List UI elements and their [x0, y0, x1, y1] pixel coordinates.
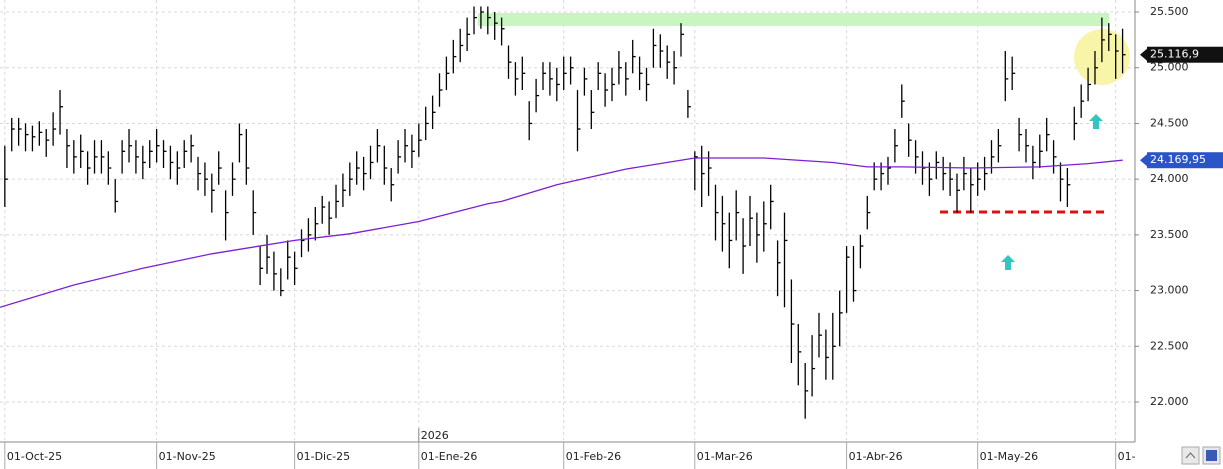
y-tick-label: 23.500: [1150, 228, 1189, 241]
x-tick-label: 01-Ene-26: [421, 450, 478, 463]
x-tick-label: 01-Mar-26: [697, 450, 753, 463]
y-tick-label: 25.000: [1150, 61, 1189, 74]
plot: [0, 6, 1126, 419]
price-tag-pointer: [1140, 48, 1147, 61]
moving-average: [0, 157, 1123, 308]
x-tick-label: 01-Oct-25: [7, 450, 62, 463]
y-tick-label: 22.000: [1150, 395, 1189, 408]
zoom-icon: [1185, 452, 1196, 459]
y-tick-label: 25.500: [1150, 5, 1189, 18]
axes: 22.000 22.500 23.000 23.500 24.000 24.500 25.0…: [4, 5, 1223, 469]
x-tick-label: 01-Nov-25: [159, 450, 216, 463]
save-icon: [1206, 450, 1217, 461]
x-tick-label: 01-May-26: [980, 450, 1038, 463]
x-tick-label: 01-Dic-25: [297, 450, 351, 463]
price-tag: [1147, 46, 1223, 63]
x-tick-label: 01-Feb-26: [566, 450, 621, 463]
year-label: 2026: [421, 429, 449, 442]
up-arrow: [1001, 255, 1015, 270]
resistance-band: [478, 13, 1109, 26]
y-tick-label: 23.000: [1150, 284, 1189, 297]
y-tick-label: 24.000: [1150, 172, 1189, 185]
up-arrow: [1089, 114, 1103, 129]
price-tag-label: 24.169,95: [1150, 153, 1206, 166]
price-tag: [1147, 152, 1223, 169]
zoom-button[interactable]: [1181, 446, 1200, 465]
price-tag-label: 25.116,9: [1150, 48, 1199, 61]
price-tag-pointer: [1140, 154, 1147, 167]
x-tick-label: 01-Abr-26: [849, 450, 903, 463]
x-tick-label: 01-: [1118, 450, 1136, 463]
y-tick-label: 22.500: [1150, 339, 1189, 352]
y-tick-label: 24.500: [1150, 116, 1189, 129]
